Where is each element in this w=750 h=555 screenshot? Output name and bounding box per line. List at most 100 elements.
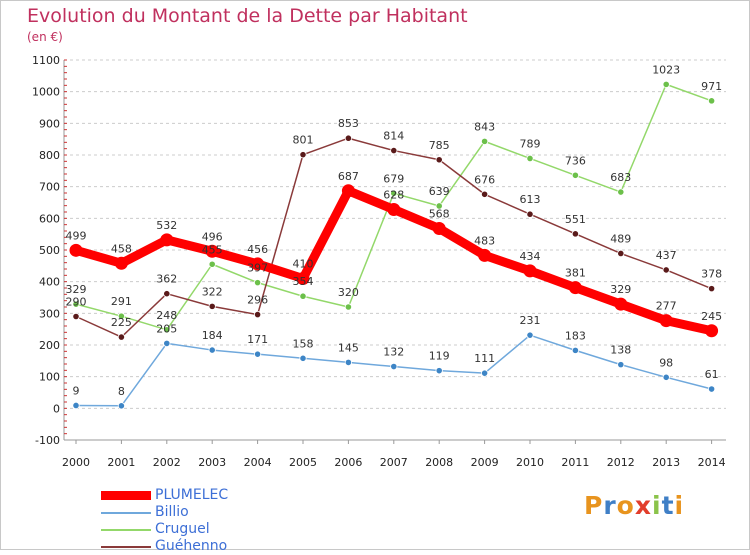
data-label-plumelec: 568 — [429, 207, 450, 220]
data-point-billio — [163, 339, 171, 348]
data-label-billio: 132 — [383, 346, 404, 359]
data-point-billio — [662, 373, 670, 381]
data-label-billio: 171 — [247, 333, 268, 346]
data-point-guehenno — [526, 210, 534, 218]
data-point-billio — [390, 362, 398, 371]
y-tick-label: 800 — [39, 149, 60, 162]
data-point-guehenno — [299, 151, 307, 159]
y-tick-label: 0 — [53, 402, 60, 415]
data-point-guehenno — [72, 312, 80, 321]
data-point-cruguel — [662, 80, 670, 88]
data-point-guehenno — [617, 249, 625, 258]
data-label-guehenno: 853 — [338, 117, 359, 130]
proxiti-logo: Proxiti — [584, 491, 684, 520]
data-point-plumelec — [114, 256, 128, 270]
data-point-plumelec — [523, 264, 537, 278]
data-label-billio: 119 — [429, 350, 450, 363]
data-point-guehenno — [480, 190, 489, 198]
data-point-guehenno — [163, 290, 171, 298]
y-tick-label: 400 — [39, 276, 60, 289]
data-point-billio — [480, 369, 489, 377]
x-tick-label: 2007 — [380, 456, 408, 469]
y-tick-label: 600 — [39, 212, 60, 225]
data-point-guehenno — [707, 285, 716, 293]
chart-title: Evolution du Montant de la Dette par Hab… — [27, 5, 468, 27]
data-point-cruguel — [435, 202, 443, 210]
y-tick-label: 1100 — [32, 54, 60, 67]
data-point-billio — [117, 402, 126, 410]
data-label-guehenno: 801 — [293, 134, 314, 147]
data-label-cruguel: 455 — [202, 243, 223, 256]
data-label-plumelec: 496 — [202, 230, 223, 243]
x-tick-label: 2009 — [471, 456, 499, 469]
data-label-guehenno: 489 — [610, 232, 631, 245]
data-label-cruguel: 248 — [156, 309, 177, 322]
legend-label: Billio — [155, 504, 189, 520]
data-point-guehenno — [390, 146, 398, 155]
y-tick-label: 500 — [39, 244, 60, 257]
data-label-billio: 184 — [202, 329, 223, 342]
data-point-guehenno — [662, 266, 670, 274]
x-tick-label: 2004 — [244, 456, 272, 469]
data-label-guehenno: 362 — [156, 273, 177, 286]
data-point-cruguel — [571, 171, 580, 179]
x-tick-label: 2008 — [425, 456, 453, 469]
data-point-plumelec — [705, 324, 719, 338]
data-point-billio — [254, 350, 262, 358]
data-point-plumelec — [160, 233, 174, 247]
data-label-guehenno: 290 — [66, 296, 87, 309]
legend-swatch — [101, 529, 151, 531]
data-label-guehenno: 437 — [656, 249, 677, 262]
data-label-plumelec: 532 — [156, 219, 177, 232]
data-label-billio: 205 — [156, 322, 177, 335]
x-tick-label: 2011 — [561, 456, 589, 469]
data-point-cruguel — [299, 292, 307, 300]
data-label-cruguel: 397 — [247, 262, 268, 275]
data-label-billio: 231 — [520, 314, 541, 327]
data-point-cruguel — [117, 312, 126, 320]
data-point-guehenno — [208, 302, 216, 310]
data-label-billio: 138 — [610, 344, 631, 357]
y-tick-label: 300 — [39, 307, 60, 320]
data-point-cruguel — [480, 137, 489, 145]
data-label-billio: 145 — [338, 341, 359, 354]
logo-letter: i — [674, 491, 685, 520]
data-label-guehenno: 613 — [520, 193, 541, 206]
data-label-guehenno: 551 — [565, 213, 586, 226]
y-tick-label: 900 — [39, 117, 60, 130]
data-point-billio — [208, 346, 216, 354]
data-point-billio — [617, 361, 625, 369]
logo-letter: r — [603, 491, 617, 520]
data-point-plumelec — [659, 314, 673, 328]
data-label-guehenno: 296 — [247, 294, 268, 307]
logo-letter: i — [652, 491, 662, 520]
data-label-plumelec: 628 — [383, 188, 404, 201]
x-tick-label: 2012 — [607, 456, 635, 469]
data-point-plumelec — [387, 202, 401, 216]
data-label-plumelec: 329 — [610, 283, 631, 296]
y-tick-label: 1000 — [32, 86, 60, 99]
data-point-plumelec — [296, 272, 310, 285]
data-point-plumelec — [432, 221, 446, 235]
data-label-guehenno: 225 — [111, 316, 132, 329]
data-label-cruguel: 329 — [66, 283, 87, 296]
data-point-cruguel — [617, 188, 625, 196]
data-point-plumelec — [568, 281, 582, 295]
data-point-cruguel — [208, 260, 216, 268]
data-label-billio: 8 — [118, 385, 125, 398]
x-tick-label: 2003 — [198, 456, 226, 469]
data-label-billio: 158 — [293, 337, 314, 350]
x-tick-label: 2005 — [289, 456, 317, 469]
data-point-billio — [571, 346, 580, 354]
data-label-cruguel: 789 — [520, 137, 541, 150]
data-label-plumelec: 410 — [293, 258, 314, 271]
data-point-cruguel — [344, 303, 352, 311]
x-tick-label: 2013 — [652, 456, 680, 469]
data-point-billio — [435, 367, 443, 375]
data-point-plumelec — [205, 244, 219, 258]
data-label-cruguel: 736 — [565, 154, 586, 167]
data-point-cruguel — [254, 279, 262, 287]
data-label-plumelec: 456 — [247, 243, 268, 256]
data-label-guehenno: 676 — [474, 173, 495, 186]
data-point-plumelec — [69, 243, 83, 257]
